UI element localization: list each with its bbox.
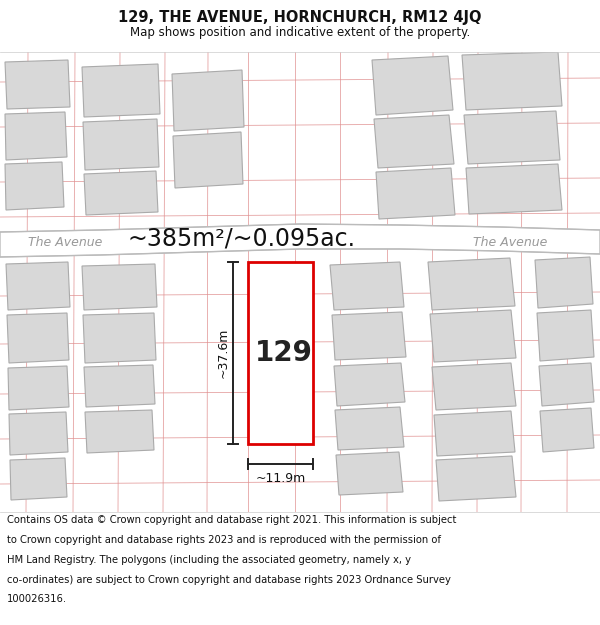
Text: co-ordinates) are subject to Crown copyright and database rights 2023 Ordnance S: co-ordinates) are subject to Crown copyr… <box>7 575 451 585</box>
Text: Map shows position and indicative extent of the property.: Map shows position and indicative extent… <box>130 26 470 39</box>
Text: 129: 129 <box>255 339 313 367</box>
Text: ~37.6m: ~37.6m <box>217 328 229 378</box>
Text: 129, THE AVENUE, HORNCHURCH, RM12 4JQ: 129, THE AVENUE, HORNCHURCH, RM12 4JQ <box>118 11 482 26</box>
Text: The Avenue: The Avenue <box>473 236 547 249</box>
Polygon shape <box>9 412 68 455</box>
Polygon shape <box>464 111 560 164</box>
Polygon shape <box>374 115 454 168</box>
Polygon shape <box>82 264 157 310</box>
Polygon shape <box>535 257 593 308</box>
Polygon shape <box>85 410 154 453</box>
Polygon shape <box>376 168 455 219</box>
Polygon shape <box>430 310 516 362</box>
Polygon shape <box>82 64 160 117</box>
Polygon shape <box>434 411 515 456</box>
Polygon shape <box>7 313 69 363</box>
Polygon shape <box>436 456 516 501</box>
Text: ~385m²/~0.095ac.: ~385m²/~0.095ac. <box>128 227 356 251</box>
Polygon shape <box>173 132 243 188</box>
Polygon shape <box>6 262 70 310</box>
Polygon shape <box>5 112 67 160</box>
Polygon shape <box>537 310 594 361</box>
Polygon shape <box>84 365 155 407</box>
Polygon shape <box>332 312 406 360</box>
Polygon shape <box>428 258 515 310</box>
Polygon shape <box>335 407 404 450</box>
Polygon shape <box>5 162 64 210</box>
Polygon shape <box>330 262 404 310</box>
Polygon shape <box>336 452 403 495</box>
Polygon shape <box>432 363 516 410</box>
Text: Contains OS data © Crown copyright and database right 2021. This information is : Contains OS data © Crown copyright and d… <box>7 516 457 526</box>
Text: HM Land Registry. The polygons (including the associated geometry, namely x, y: HM Land Registry. The polygons (includin… <box>7 555 411 565</box>
Text: 100026316.: 100026316. <box>7 594 67 604</box>
Polygon shape <box>172 70 244 131</box>
Polygon shape <box>462 52 562 110</box>
Polygon shape <box>84 171 158 215</box>
Polygon shape <box>10 458 67 500</box>
Text: The Avenue: The Avenue <box>28 236 102 249</box>
Polygon shape <box>0 224 600 257</box>
Polygon shape <box>8 366 69 410</box>
Text: ~11.9m: ~11.9m <box>256 472 305 486</box>
Polygon shape <box>334 363 405 406</box>
Polygon shape <box>83 119 159 170</box>
Polygon shape <box>5 60 70 109</box>
Text: to Crown copyright and database rights 2023 and is reproduced with the permissio: to Crown copyright and database rights 2… <box>7 535 441 545</box>
Polygon shape <box>83 313 156 363</box>
Bar <box>248 262 313 444</box>
Polygon shape <box>540 408 594 452</box>
Polygon shape <box>466 164 562 214</box>
Polygon shape <box>539 363 594 406</box>
Polygon shape <box>372 56 453 115</box>
